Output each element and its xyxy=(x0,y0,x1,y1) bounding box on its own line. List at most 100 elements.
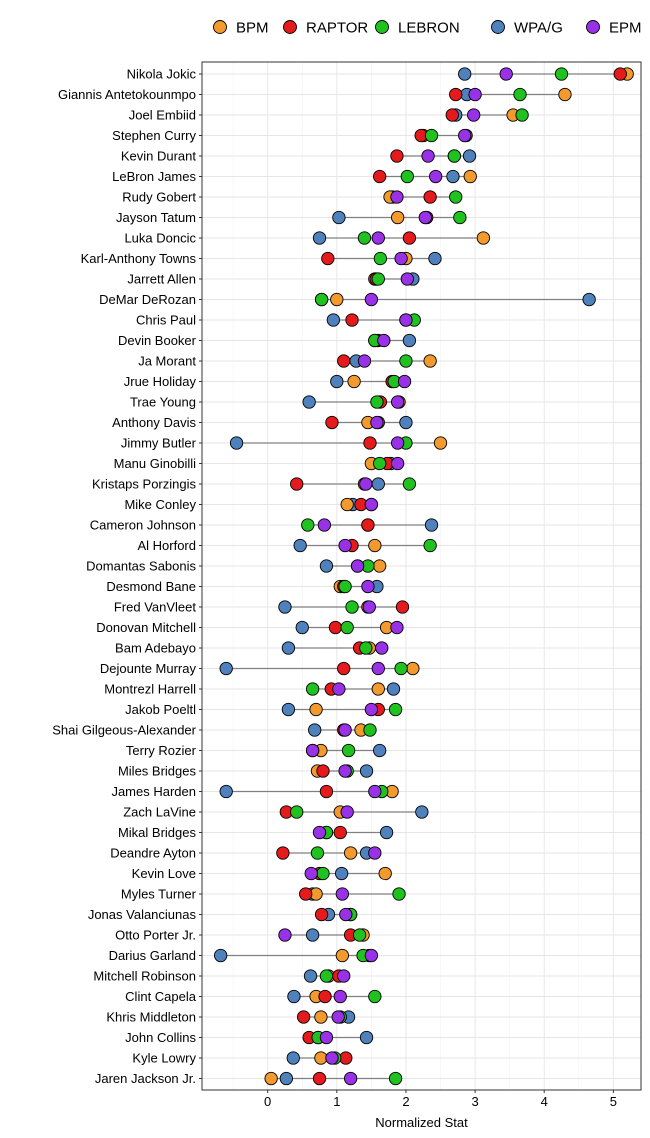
dot-epm xyxy=(468,87,482,102)
dot-epm xyxy=(333,989,347,1004)
dot-bpm xyxy=(423,354,437,368)
player-row-clint-capela xyxy=(287,989,382,1004)
dot-bpm xyxy=(406,661,420,676)
y-tick-label: Jrue Holiday xyxy=(124,374,197,389)
dot-raptor xyxy=(363,436,377,450)
player-row-miles-bridges xyxy=(310,764,374,778)
legend-label: LEBRON xyxy=(398,20,460,37)
plot-border xyxy=(201,61,642,1091)
dot-bpm xyxy=(343,846,358,860)
x-tick-label: 3 xyxy=(471,1094,478,1109)
legend-swatch xyxy=(213,20,227,34)
y-tick-label: Miles Bridges xyxy=(118,764,197,779)
y-tick-label: Kevin Love xyxy=(132,866,196,881)
dot-epm xyxy=(390,395,405,409)
y-tick-label: Anthony Davis xyxy=(112,415,196,430)
dot-epm xyxy=(338,764,352,778)
player-row-jayson-tatum xyxy=(332,210,467,225)
y-tick-label: John Collins xyxy=(125,1030,196,1045)
dot-wpa-g xyxy=(446,169,460,184)
dot-lebron xyxy=(447,149,461,163)
y-tick-label: Karl-Anthony Towns xyxy=(81,251,197,266)
dot-raptor xyxy=(316,764,330,778)
dot-raptor xyxy=(390,149,404,163)
dot-epm xyxy=(364,702,379,717)
dot-lebron xyxy=(338,579,352,594)
y-tick-label: Devin Booker xyxy=(118,333,197,348)
plot-panel xyxy=(202,62,641,1090)
dot-wpa-g xyxy=(332,210,346,225)
y-tick-label: Zach LaVine xyxy=(123,805,196,820)
y-tick-label: Shai Gilgeous-Alexander xyxy=(52,723,196,738)
y-tick-label: Cameron Johnson xyxy=(90,518,196,533)
dot-lebron xyxy=(373,251,388,266)
y-tick-label: Khris Middleton xyxy=(106,1010,196,1025)
dot-lebron xyxy=(394,661,408,676)
dot-wpa-g xyxy=(462,149,477,163)
dot-wpa-g xyxy=(305,928,320,942)
player-row-montrezl-harrell xyxy=(305,682,401,696)
x-tick-label: 5 xyxy=(610,1094,617,1109)
dot-raptor xyxy=(373,169,387,184)
player-row-al-horford xyxy=(293,538,437,553)
dot-epm xyxy=(368,784,382,799)
player-row-trae-young xyxy=(302,395,406,409)
x-axis-title: Normalized Stat xyxy=(375,1115,468,1130)
y-tick-label: Nikola Jokic xyxy=(127,67,197,82)
player-row-domantas-sabonis xyxy=(319,559,387,573)
dot-bpm xyxy=(390,210,405,225)
dot-wpa-g xyxy=(278,600,292,614)
y-tick-label: Clint Capela xyxy=(125,989,197,1004)
dot-wpa-g xyxy=(424,518,439,532)
dot-raptor xyxy=(613,67,627,81)
dot-wpa-g xyxy=(287,989,301,1004)
dot-lebron xyxy=(449,190,463,204)
dot-lebron xyxy=(352,928,367,942)
dot-bpm xyxy=(335,948,349,963)
player-row-jonas-valanciunas xyxy=(314,907,358,922)
dot-wpa-g xyxy=(293,538,307,553)
dot-lebron xyxy=(388,702,403,717)
dot-bpm xyxy=(347,374,361,389)
dot-epm xyxy=(337,969,351,983)
dot-epm xyxy=(278,928,292,942)
player-row-luka-doncic xyxy=(312,231,491,245)
y-tick-label: Jayson Tatum xyxy=(116,210,196,225)
dot-wpa-g xyxy=(295,620,309,635)
dot-epm xyxy=(364,497,379,512)
dot-lebron xyxy=(373,456,387,471)
dot-lebron xyxy=(424,128,439,143)
player-row-anthony-davis xyxy=(325,415,413,430)
dot-wpa-g xyxy=(302,395,316,409)
dot-lebron xyxy=(314,292,329,307)
legend-label: WPA/G xyxy=(514,20,563,37)
y-tick-label: Bam Adebayo xyxy=(115,641,196,656)
dot-epm xyxy=(335,887,349,901)
dot-lebron xyxy=(359,641,373,655)
y-tick-label: Ja Morant xyxy=(138,354,196,369)
dot-lebron xyxy=(290,805,304,819)
dot-wpa-g xyxy=(312,231,327,245)
dot-epm xyxy=(332,682,346,696)
dot-raptor xyxy=(325,415,339,430)
dot-wpa-g xyxy=(379,825,394,840)
dot-lebron xyxy=(515,108,529,122)
y-tick-label: Jarrett Allen xyxy=(127,272,196,287)
player-row-jarrett-allen xyxy=(368,272,420,286)
player-row-chris-paul xyxy=(326,313,421,327)
y-tick-label: Domantas Sabonis xyxy=(86,559,196,574)
dot-epm xyxy=(418,210,432,225)
dot-epm xyxy=(319,1030,334,1045)
player-row-devin-booker xyxy=(368,333,417,348)
dot-epm xyxy=(338,538,352,553)
legend-item-bpm: BPM xyxy=(213,20,269,37)
dot-epm xyxy=(375,641,389,655)
dot-wpa-g xyxy=(359,764,374,778)
dot-lebron xyxy=(368,989,382,1004)
player-row-demar-derozan xyxy=(314,292,596,307)
legend: BPM RAPTOR LEBRON WPA/G EPM xyxy=(213,20,642,37)
player-row-manu-ginobilli xyxy=(364,456,405,471)
dot-wpa-g xyxy=(319,559,334,573)
dot-wpa-g xyxy=(303,969,318,983)
